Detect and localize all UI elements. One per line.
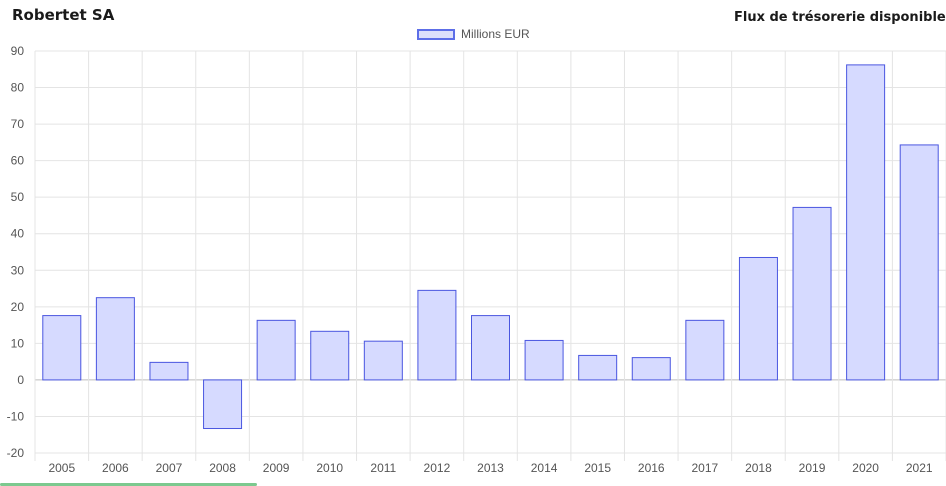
bar [846, 64, 886, 381]
x-tick-label: 2012 [424, 461, 451, 475]
x-tick-label: 2005 [48, 461, 75, 475]
bar [310, 330, 350, 381]
y-tick-label: 80 [11, 81, 25, 95]
x-tick-label: 2014 [531, 461, 558, 475]
scroll-indicator [0, 483, 257, 486]
y-tick-label: 60 [11, 154, 25, 168]
bar [738, 256, 778, 381]
x-tick-label: 2021 [906, 461, 933, 475]
x-tick-label: 2009 [263, 461, 290, 475]
y-tick-label: 40 [11, 227, 25, 241]
bar [578, 354, 618, 381]
company-title: Robertet SA [12, 6, 115, 24]
chart-legend[interactable]: Millions EUR [417, 27, 530, 41]
y-tick-label: 20 [11, 300, 25, 314]
x-tick-label: 2006 [102, 461, 129, 475]
y-tick-label: 90 [11, 44, 25, 58]
y-tick-label: 10 [11, 336, 25, 350]
x-tick-label: 2010 [316, 461, 343, 475]
bar [899, 144, 939, 381]
x-tick-label: 2013 [477, 461, 504, 475]
bar [203, 379, 243, 430]
x-tick-label: 2016 [638, 461, 665, 475]
y-tick-label: -20 [7, 446, 25, 460]
x-tick-label: 2017 [692, 461, 719, 475]
y-tick-label: 30 [11, 263, 25, 277]
bar [149, 361, 189, 381]
bar [42, 315, 82, 381]
x-tick-label: 2020 [852, 461, 879, 475]
bar [363, 340, 403, 381]
bar [417, 289, 457, 381]
y-tick-label: 0 [17, 373, 24, 387]
bar [631, 357, 671, 381]
bar [95, 297, 135, 381]
legend-swatch [417, 28, 455, 40]
chart-title: Flux de trésorerie disponibles [734, 10, 946, 25]
bar [524, 339, 564, 381]
x-tick-label: 2015 [584, 461, 611, 475]
bar [685, 319, 725, 381]
x-tick-label: 2018 [745, 461, 772, 475]
bar [256, 319, 296, 381]
legend-label: Millions EUR [461, 27, 530, 41]
y-tick-label: -10 [7, 409, 25, 423]
y-tick-label: 50 [11, 190, 25, 204]
bar [471, 315, 510, 381]
y-tick-label: 70 [11, 117, 25, 131]
x-tick-label: 2007 [156, 461, 183, 475]
x-tick-label: 2008 [209, 461, 236, 475]
x-tick-label: 2011 [370, 461, 396, 475]
bar [792, 206, 832, 381]
x-tick-label: 2019 [799, 461, 826, 475]
